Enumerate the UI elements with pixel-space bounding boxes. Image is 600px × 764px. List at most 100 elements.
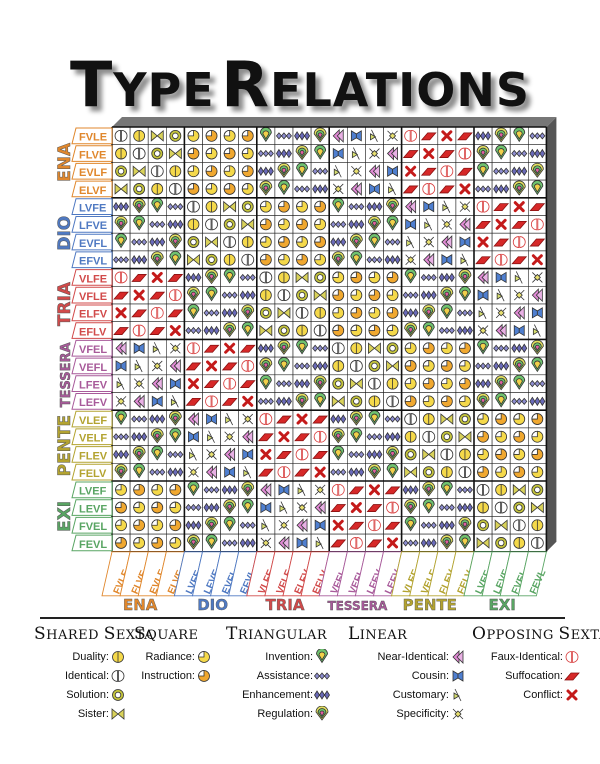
instruction-icon bbox=[151, 501, 164, 514]
conflict-icon bbox=[441, 130, 453, 142]
radiance-icon bbox=[513, 413, 526, 425]
matrix-cell bbox=[310, 268, 330, 287]
matrix-cell bbox=[437, 374, 457, 393]
regulation-icon bbox=[458, 516, 472, 532]
matrix-cell bbox=[328, 179, 348, 199]
regulation-icon bbox=[259, 357, 273, 373]
matrix-cell bbox=[401, 268, 421, 287]
matrix-cell bbox=[274, 480, 294, 500]
customary-icon bbox=[207, 430, 215, 443]
regulation-icon bbox=[168, 410, 182, 426]
near-identical-icon bbox=[386, 146, 398, 161]
duality-icon bbox=[314, 306, 327, 319]
enhancement-icon bbox=[312, 184, 329, 194]
sister-icon bbox=[440, 413, 454, 425]
matrix-cell bbox=[527, 409, 547, 429]
matrix-cell bbox=[401, 126, 421, 146]
legend-heading: TRIANGULAR bbox=[226, 624, 328, 644]
radiance-icon bbox=[115, 483, 127, 496]
instruction-icon bbox=[205, 129, 218, 142]
matrix-cell bbox=[274, 445, 294, 464]
suffocation-icon bbox=[239, 344, 256, 353]
sister-icon bbox=[150, 129, 164, 142]
regulation-icon bbox=[530, 162, 544, 178]
matrix-cell bbox=[147, 197, 167, 216]
matrix-cell bbox=[328, 480, 348, 500]
matrix-cell bbox=[328, 285, 348, 305]
legend-item-label: Conflict: bbox=[523, 688, 563, 701]
enhancement-icon bbox=[221, 308, 238, 318]
matrix-cell bbox=[455, 498, 475, 517]
matrix-cell bbox=[383, 268, 402, 287]
legend-item-label: Duality: bbox=[72, 650, 109, 663]
legend-item: Suffocation: bbox=[472, 666, 580, 685]
faux-identical-icon bbox=[512, 236, 526, 248]
matrix-cell bbox=[437, 179, 457, 199]
suffocation-icon bbox=[276, 415, 292, 424]
regulation-icon bbox=[458, 269, 472, 285]
matrix-cell bbox=[256, 409, 276, 429]
enhancement-icon bbox=[149, 414, 166, 424]
suffocation-icon bbox=[185, 397, 202, 406]
matrix-cell bbox=[274, 268, 294, 287]
matrix-cell bbox=[346, 445, 366, 464]
matrix-cell bbox=[310, 232, 330, 252]
invention-icon bbox=[296, 162, 308, 178]
legend-item-label: Solution: bbox=[66, 688, 109, 701]
matrix-cell bbox=[383, 533, 402, 553]
matrix-cell bbox=[111, 392, 131, 411]
matrix-cell bbox=[111, 480, 131, 500]
assistance-icon bbox=[294, 362, 311, 370]
enhancement-icon bbox=[203, 325, 220, 336]
matrix-cell bbox=[437, 427, 457, 446]
conflict-icon bbox=[242, 395, 254, 407]
matrix-cell bbox=[202, 232, 221, 252]
enhancement-icon bbox=[203, 502, 220, 513]
assistance-icon bbox=[402, 291, 419, 299]
regulation-icon bbox=[512, 180, 526, 196]
specificity-icon bbox=[513, 289, 525, 301]
row-group-name: DIO bbox=[55, 216, 75, 251]
sister-icon bbox=[331, 395, 345, 408]
matrix-cell bbox=[491, 480, 511, 500]
matrix-cell bbox=[473, 179, 493, 199]
sister-icon bbox=[223, 200, 237, 213]
legend-linear: LINEAR Near-Identical: Cousin: Customary: Sp… bbox=[348, 624, 466, 723]
matrix-cell bbox=[274, 179, 294, 199]
radiance-icon bbox=[133, 501, 146, 514]
matrix-cell bbox=[455, 250, 475, 269]
conflict-icon bbox=[151, 271, 163, 283]
matrix-cell bbox=[147, 445, 167, 464]
matrix-cell bbox=[328, 445, 348, 464]
faux-identical-icon bbox=[331, 483, 345, 496]
invention-icon bbox=[259, 374, 272, 390]
matrix-cell bbox=[383, 126, 402, 146]
enhancement-icon bbox=[275, 396, 292, 407]
legend-item: Conflict: bbox=[472, 685, 580, 704]
specificity-icon bbox=[441, 219, 453, 230]
invention-icon bbox=[459, 534, 471, 550]
matrix-cell bbox=[383, 215, 402, 234]
legend-item-label: Suffocation: bbox=[505, 669, 563, 682]
instruction-icon bbox=[459, 377, 471, 390]
identical-icon bbox=[422, 430, 436, 443]
legend-item-label: Regulation: bbox=[257, 707, 313, 720]
matrix-cell bbox=[437, 268, 457, 287]
matrix-cell bbox=[292, 268, 312, 287]
matrix-cell bbox=[274, 232, 294, 252]
solution-icon bbox=[112, 688, 124, 701]
assistance-icon bbox=[167, 450, 184, 459]
near-identical-icon bbox=[452, 649, 464, 664]
matrix-cell bbox=[491, 374, 511, 393]
col-group-name: DIO bbox=[197, 596, 228, 614]
matrix-cell bbox=[365, 445, 384, 464]
matrix-cell bbox=[383, 498, 402, 517]
matrix-cell bbox=[328, 144, 348, 163]
matrix-cell bbox=[509, 427, 529, 446]
matrix-cell bbox=[274, 144, 294, 163]
row-type-label: EVLF bbox=[79, 167, 107, 179]
customary-icon bbox=[442, 200, 451, 213]
matrix-cell bbox=[184, 179, 203, 199]
assistance-icon bbox=[438, 326, 455, 335]
matrix-cell bbox=[401, 480, 421, 500]
